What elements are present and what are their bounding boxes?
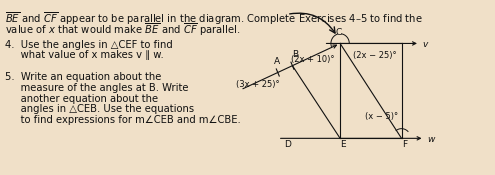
Text: v: v — [423, 40, 428, 49]
Text: (3x + 25)°: (3x + 25)° — [236, 80, 279, 89]
Text: F: F — [402, 140, 408, 149]
Text: to find expressions for m∠CEB and m∠CBE.: to find expressions for m∠CEB and m∠CBE. — [4, 115, 241, 125]
Text: another equation about the: another equation about the — [4, 94, 158, 104]
Text: measure of the angles at B. Write: measure of the angles at B. Write — [4, 83, 188, 93]
Text: what value of x makes v ∥ w.: what value of x makes v ∥ w. — [4, 50, 163, 60]
Text: (2x − 25)°: (2x − 25)° — [353, 51, 397, 60]
Text: E: E — [340, 140, 346, 149]
Text: angles in △CEB. Use the equations: angles in △CEB. Use the equations — [4, 104, 194, 114]
Text: 4.  Use the angles in △CEF to find: 4. Use the angles in △CEF to find — [4, 40, 172, 50]
Text: (x − 5)°: (x − 5)° — [365, 112, 398, 121]
Text: D: D — [285, 140, 291, 149]
Text: B: B — [292, 50, 298, 59]
Text: C: C — [335, 28, 342, 37]
Text: 5.  Write an equation about the: 5. Write an equation about the — [4, 72, 161, 82]
Text: w: w — [427, 135, 435, 144]
Text: value of $x$ that would make $\overline{BE}$ and $\overline{CF}$ parallel.: value of $x$ that would make $\overline{… — [4, 21, 240, 38]
Text: A: A — [274, 57, 280, 66]
Text: $\overline{BE}$ and $\overline{CF}$ appear to be parallel in the diagram. Comple: $\overline{BE}$ and $\overline{CF}$ appe… — [4, 10, 422, 27]
Text: (2x + 10)°: (2x + 10)° — [291, 55, 334, 64]
